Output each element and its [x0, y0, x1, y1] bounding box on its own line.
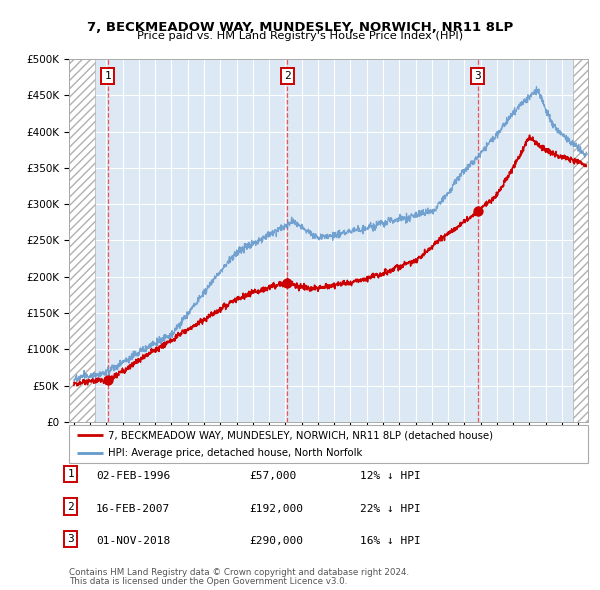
Text: 3: 3 [67, 534, 74, 544]
Text: Contains HM Land Registry data © Crown copyright and database right 2024.: Contains HM Land Registry data © Crown c… [69, 568, 409, 576]
Text: 3: 3 [475, 71, 481, 81]
Text: 2: 2 [67, 502, 74, 512]
Text: Price paid vs. HM Land Registry's House Price Index (HPI): Price paid vs. HM Land Registry's House … [137, 31, 463, 41]
Text: 2: 2 [284, 71, 291, 81]
FancyBboxPatch shape [69, 425, 588, 463]
Text: £192,000: £192,000 [249, 504, 303, 514]
Text: This data is licensed under the Open Government Licence v3.0.: This data is licensed under the Open Gov… [69, 577, 347, 586]
Text: 12% ↓ HPI: 12% ↓ HPI [360, 471, 421, 481]
Point [473, 206, 482, 216]
Point [283, 278, 292, 287]
Text: 22% ↓ HPI: 22% ↓ HPI [360, 504, 421, 514]
Text: 1: 1 [104, 71, 111, 81]
Text: 16% ↓ HPI: 16% ↓ HPI [360, 536, 421, 546]
Text: HPI: Average price, detached house, North Norfolk: HPI: Average price, detached house, Nort… [108, 448, 362, 458]
Text: 02-FEB-1996: 02-FEB-1996 [96, 471, 170, 481]
Text: 01-NOV-2018: 01-NOV-2018 [96, 536, 170, 546]
Bar [574, 59, 588, 422]
Bar [69, 59, 95, 422]
Text: 1: 1 [67, 469, 74, 479]
Text: 16-FEB-2007: 16-FEB-2007 [96, 504, 170, 514]
Point [103, 376, 113, 385]
Text: 7, BECKMEADOW WAY, MUNDESLEY, NORWICH, NR11 8LP (detached house): 7, BECKMEADOW WAY, MUNDESLEY, NORWICH, N… [108, 430, 493, 440]
Text: £57,000: £57,000 [249, 471, 296, 481]
Text: 7, BECKMEADOW WAY, MUNDESLEY, NORWICH, NR11 8LP: 7, BECKMEADOW WAY, MUNDESLEY, NORWICH, N… [87, 21, 513, 34]
Text: £290,000: £290,000 [249, 536, 303, 546]
